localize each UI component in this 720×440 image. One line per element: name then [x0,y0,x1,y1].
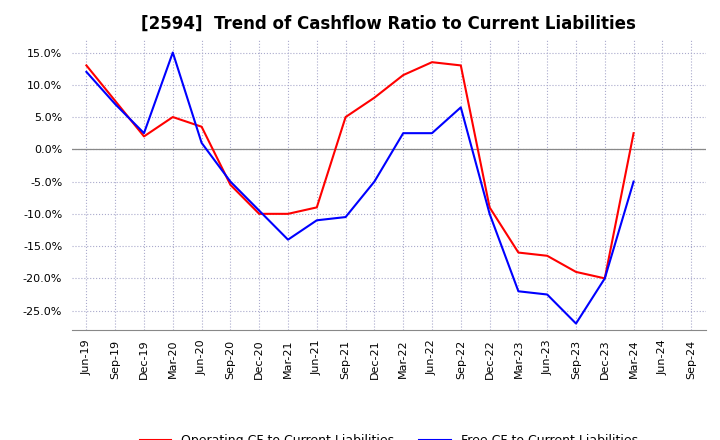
Operating CF to Current Liabilities [255,211,264,216]
Free CF to Current Liabilities [428,131,436,136]
Line: Free CF to Current Liabilities: Free CF to Current Liabilities [86,52,634,323]
Operating CF to Current Liabilities [485,205,494,210]
Free CF to Current Liabilities [485,211,494,216]
Operating CF to Current Liabilities [284,211,292,216]
Operating CF to Current Liabilities [514,250,523,255]
Operating CF to Current Liabilities [197,124,206,129]
Operating CF to Current Liabilities [111,98,120,103]
Title: [2594]  Trend of Cashflow Ratio to Current Liabilities: [2594] Trend of Cashflow Ratio to Curren… [141,15,636,33]
Operating CF to Current Liabilities [168,114,177,120]
Operating CF to Current Liabilities [312,205,321,210]
Free CF to Current Liabilities [600,276,609,281]
Operating CF to Current Liabilities [226,182,235,187]
Free CF to Current Liabilities [629,179,638,184]
Operating CF to Current Liabilities [341,114,350,120]
Operating CF to Current Liabilities [456,63,465,68]
Operating CF to Current Liabilities [82,63,91,68]
Free CF to Current Liabilities [456,105,465,110]
Free CF to Current Liabilities [312,218,321,223]
Operating CF to Current Liabilities [399,73,408,78]
Free CF to Current Liabilities [572,321,580,326]
Free CF to Current Liabilities [514,289,523,294]
Free CF to Current Liabilities [543,292,552,297]
Free CF to Current Liabilities [370,179,379,184]
Free CF to Current Liabilities [168,50,177,55]
Operating CF to Current Liabilities [543,253,552,258]
Free CF to Current Liabilities [255,208,264,213]
Legend: Operating CF to Current Liabilities, Free CF to Current Liabilities: Operating CF to Current Liabilities, Fre… [135,429,643,440]
Free CF to Current Liabilities [111,102,120,107]
Free CF to Current Liabilities [226,179,235,184]
Free CF to Current Liabilities [341,214,350,220]
Operating CF to Current Liabilities [629,131,638,136]
Free CF to Current Liabilities [140,131,148,136]
Line: Operating CF to Current Liabilities: Operating CF to Current Liabilities [86,62,634,279]
Operating CF to Current Liabilities [140,134,148,139]
Free CF to Current Liabilities [197,140,206,146]
Free CF to Current Liabilities [399,131,408,136]
Operating CF to Current Liabilities [572,269,580,275]
Free CF to Current Liabilities [82,69,91,74]
Operating CF to Current Liabilities [370,95,379,100]
Operating CF to Current Liabilities [428,59,436,65]
Free CF to Current Liabilities [284,237,292,242]
Operating CF to Current Liabilities [600,276,609,281]
